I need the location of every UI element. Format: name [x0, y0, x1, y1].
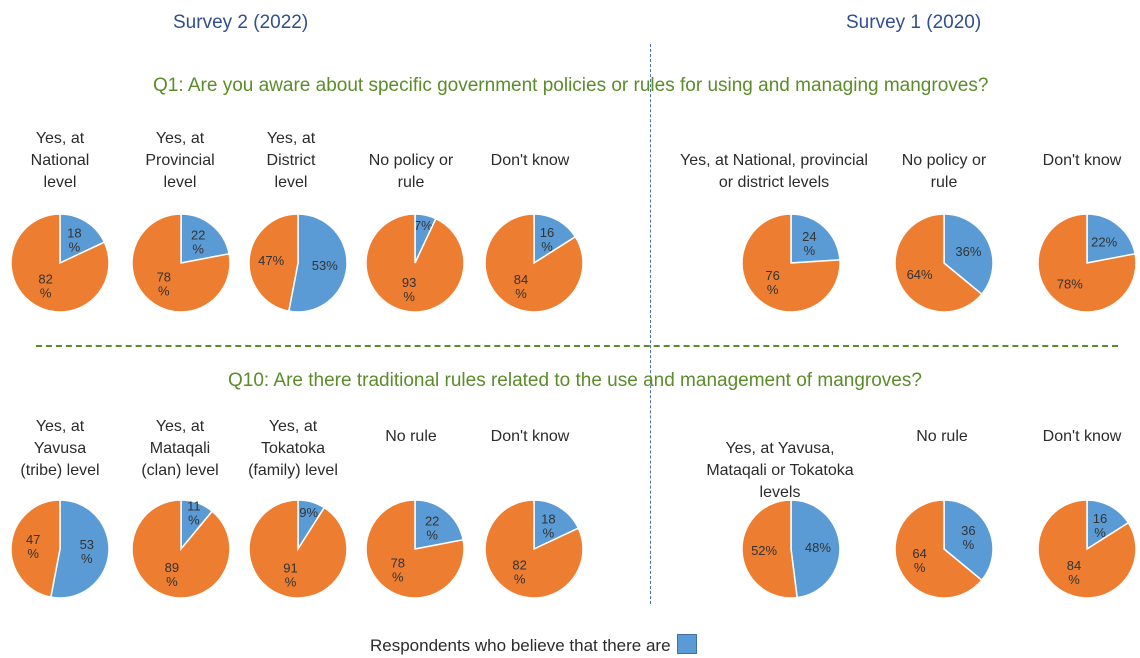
- pie-slice-yes: [1086, 499, 1130, 551]
- pie-slice-no: [131, 213, 231, 313]
- pie-data-label: 7%: [414, 218, 433, 233]
- pie-data-label: 36%: [955, 244, 981, 259]
- legend: Respondents who believe that there are: [370, 634, 697, 656]
- pie-slice-yes: [49, 499, 110, 599]
- pie-data-label: 16%: [1093, 511, 1107, 540]
- pie-label: No rule: [916, 428, 968, 445]
- pie-label: No policy or rule: [901, 152, 987, 191]
- pie-slice-yes: [943, 213, 994, 296]
- pie-data-label: 11%: [187, 499, 201, 528]
- pie-slice-no: [365, 499, 465, 599]
- pie-slice-yes: [790, 213, 841, 264]
- pie-label: Don't know: [1042, 428, 1122, 445]
- pie-data-label: 16%: [540, 225, 554, 254]
- pie-slice-no: [248, 213, 299, 313]
- pie-label: Don't know: [490, 428, 570, 445]
- pie-data-label: 93%: [402, 275, 416, 304]
- pie-data-label: 53%: [312, 258, 338, 273]
- pie-data-label: 78%: [391, 555, 405, 584]
- pie-data-label: 53%: [80, 537, 94, 566]
- pie-slice-no: [1037, 499, 1137, 599]
- pie-slice-no: [741, 213, 841, 313]
- pie-data-label: 64%: [912, 546, 926, 575]
- pie-slice-no: [10, 499, 61, 599]
- pie-data-label: 64%: [907, 267, 933, 282]
- pie-slice-yes: [533, 213, 577, 265]
- pie-data-label: 24%: [802, 229, 816, 258]
- pie-data-label: 89%: [165, 560, 179, 589]
- pie-slice-no: [894, 213, 983, 313]
- pie-label: Yes, at National, provincial or district…: [680, 152, 868, 191]
- pie-slice-yes: [180, 213, 231, 264]
- q10-title: Q10: Are there traditional rules related…: [228, 370, 922, 391]
- pie-data-label: 22%: [1091, 235, 1117, 250]
- pie-data-label: 84%: [1067, 558, 1081, 587]
- pie-slice-yes: [59, 213, 106, 265]
- pie-data-label: 36%: [961, 523, 975, 552]
- question-divider: [36, 345, 1118, 347]
- pie-label: No policy or rule: [368, 152, 454, 191]
- pie-slice-no: [741, 499, 798, 599]
- pie-label: Don't know: [1042, 152, 1122, 169]
- pie-slice-no: [894, 499, 983, 599]
- pie-data-label: 47%: [258, 253, 284, 268]
- pie-slice-no: [131, 499, 231, 599]
- pie-label: Yes, at National level: [30, 130, 90, 191]
- survey-2-title: Survey 2 (2022): [173, 12, 309, 33]
- survey-divider: [650, 44, 651, 604]
- pie-label: Yes, at Provincial level: [145, 130, 215, 191]
- pie-label: Yes, at District level: [266, 130, 316, 191]
- pie-slice-yes: [533, 499, 580, 551]
- legend-text: Respondents who believe that there are: [370, 636, 671, 655]
- pie-data-label: 78%: [157, 269, 171, 298]
- pie-data-label: 82%: [38, 271, 52, 300]
- pie-slice-yes: [414, 499, 465, 550]
- pie-slice-yes: [1086, 213, 1137, 264]
- pie-label: Yes, at Yavusa, Mataqali or Tokatoka lev…: [706, 440, 854, 501]
- pie-data-label: 22%: [191, 228, 205, 257]
- pie-data-label: 78%: [1057, 276, 1083, 291]
- pie-label: Yes, at Tokatoka (family) level: [248, 418, 338, 479]
- pie-data-label: 48%: [805, 540, 831, 555]
- q1-title: Q1: Are you aware about specific governm…: [153, 75, 989, 96]
- pie-slice-no: [10, 213, 110, 313]
- pie-slice-no: [1037, 213, 1137, 313]
- pie-data-label: 9%: [299, 505, 318, 520]
- pie-slice-no: [248, 499, 348, 599]
- pie-data-label: 84%: [514, 272, 528, 301]
- legend-swatch-yes: [676, 634, 697, 654]
- pie-data-label: 52%: [751, 543, 777, 558]
- pie-data-label: 82%: [512, 557, 526, 586]
- pie-label: Yes, at Mataqali (clan) level: [141, 418, 219, 479]
- pie-data-label: 47%: [26, 532, 40, 561]
- pie-slice-yes: [287, 213, 348, 313]
- pie-slice-no: [484, 499, 584, 599]
- pie-label: Yes, at Yavusa (tribe) level: [20, 418, 100, 479]
- pie-data-label: 91%: [283, 560, 297, 589]
- pie-data-label: 18%: [67, 226, 81, 255]
- pie-slice-no: [365, 213, 465, 313]
- pie-slice-yes: [790, 499, 841, 599]
- pie-data-label: 22%: [425, 514, 439, 543]
- pie-slice-no: [484, 213, 584, 313]
- pie-slice-yes: [943, 499, 994, 582]
- pie-data-label: 18%: [541, 512, 555, 541]
- pie-label: Don't know: [490, 152, 570, 169]
- pie-data-label: 76%: [765, 268, 779, 297]
- pie-label: No rule: [385, 428, 437, 445]
- survey-1-title: Survey 1 (2020): [846, 12, 982, 33]
